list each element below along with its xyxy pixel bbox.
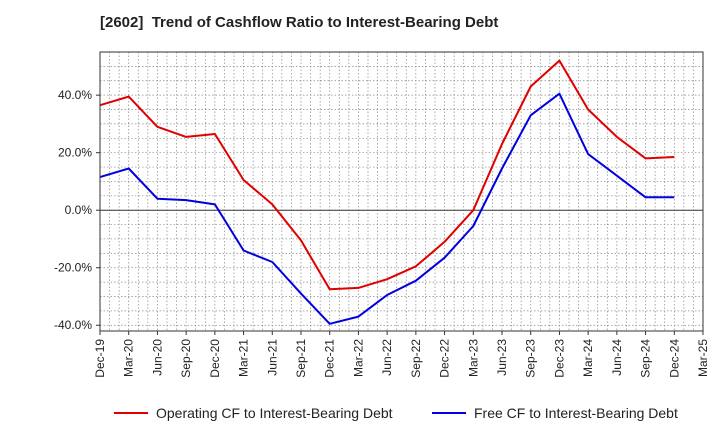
legend-swatch-free-cf [432, 412, 466, 414]
legend-swatch-operating-cf [114, 412, 148, 414]
x-tick-label: Dec-19 [93, 339, 107, 378]
x-tick-labels: Dec-19 Mar-20 Jun-20 Sep-20 Dec-20 Mar-21 Jun-… [93, 331, 710, 378]
x-tick-label: Jun-21 [265, 339, 279, 376]
chart-area: 40.0% 20.0% 0.0% -20.0% -40.0% Dec-19 Mar-20 J… [54, 51, 710, 378]
y-tick-labels: 40.0% 20.0% 0.0% -20.0% -40.0% [54, 88, 100, 332]
x-tick-label: Dec-23 [552, 339, 566, 378]
x-tick-label: Dec-22 [438, 339, 452, 378]
series-lines [99, 59, 675, 325]
x-tick-label: Sep-21 [294, 339, 308, 378]
x-tick-label: Mar-20 [122, 339, 136, 377]
y-tick-label: 40.0% [58, 88, 92, 102]
legend-label-free-cf: Free CF to Interest-Bearing Debt [474, 405, 678, 421]
x-tick-label: Mar-21 [237, 339, 251, 377]
y-tick-label: -40.0% [54, 318, 92, 332]
y-tick-label: -20.0% [54, 261, 92, 275]
x-tick-label: Sep-22 [409, 339, 423, 378]
chart-title: [2602] Trend of Cashflow Ratio to Intere… [100, 14, 499, 31]
x-tick-label: Jun-22 [380, 339, 394, 376]
x-tick-label: Mar-24 [581, 339, 595, 377]
x-tick-label: Mar-25 [696, 339, 710, 377]
y-tick-label: 20.0% [58, 146, 92, 160]
x-tick-label: Mar-22 [351, 339, 365, 377]
x-tick-label: Dec-21 [323, 339, 337, 378]
x-tick-label: Dec-20 [208, 339, 222, 378]
legend-item-free-cf: Free CF to Interest-Bearing Debt [432, 405, 678, 421]
grid-lines [99, 52, 704, 331]
x-tick-label: Sep-23 [524, 339, 538, 378]
x-tick-label: Jun-24 [610, 339, 624, 376]
x-tick-label: Jun-23 [495, 339, 509, 376]
x-tick-label: Jun-20 [150, 339, 164, 376]
x-tick-label: Sep-20 [179, 339, 193, 378]
series-line-1 [99, 92, 675, 325]
y-tick-label: 0.0% [65, 203, 93, 217]
series-line-0 [99, 59, 675, 291]
x-tick-label: Mar-23 [466, 339, 480, 377]
legend-item-operating-cf: Operating CF to Interest-Bearing Debt [114, 405, 393, 421]
legend-label-operating-cf: Operating CF to Interest-Bearing Debt [156, 405, 393, 421]
plot-frame [99, 51, 704, 332]
x-tick-label: Dec-24 [667, 339, 681, 378]
x-tick-label: Sep-24 [639, 339, 653, 378]
